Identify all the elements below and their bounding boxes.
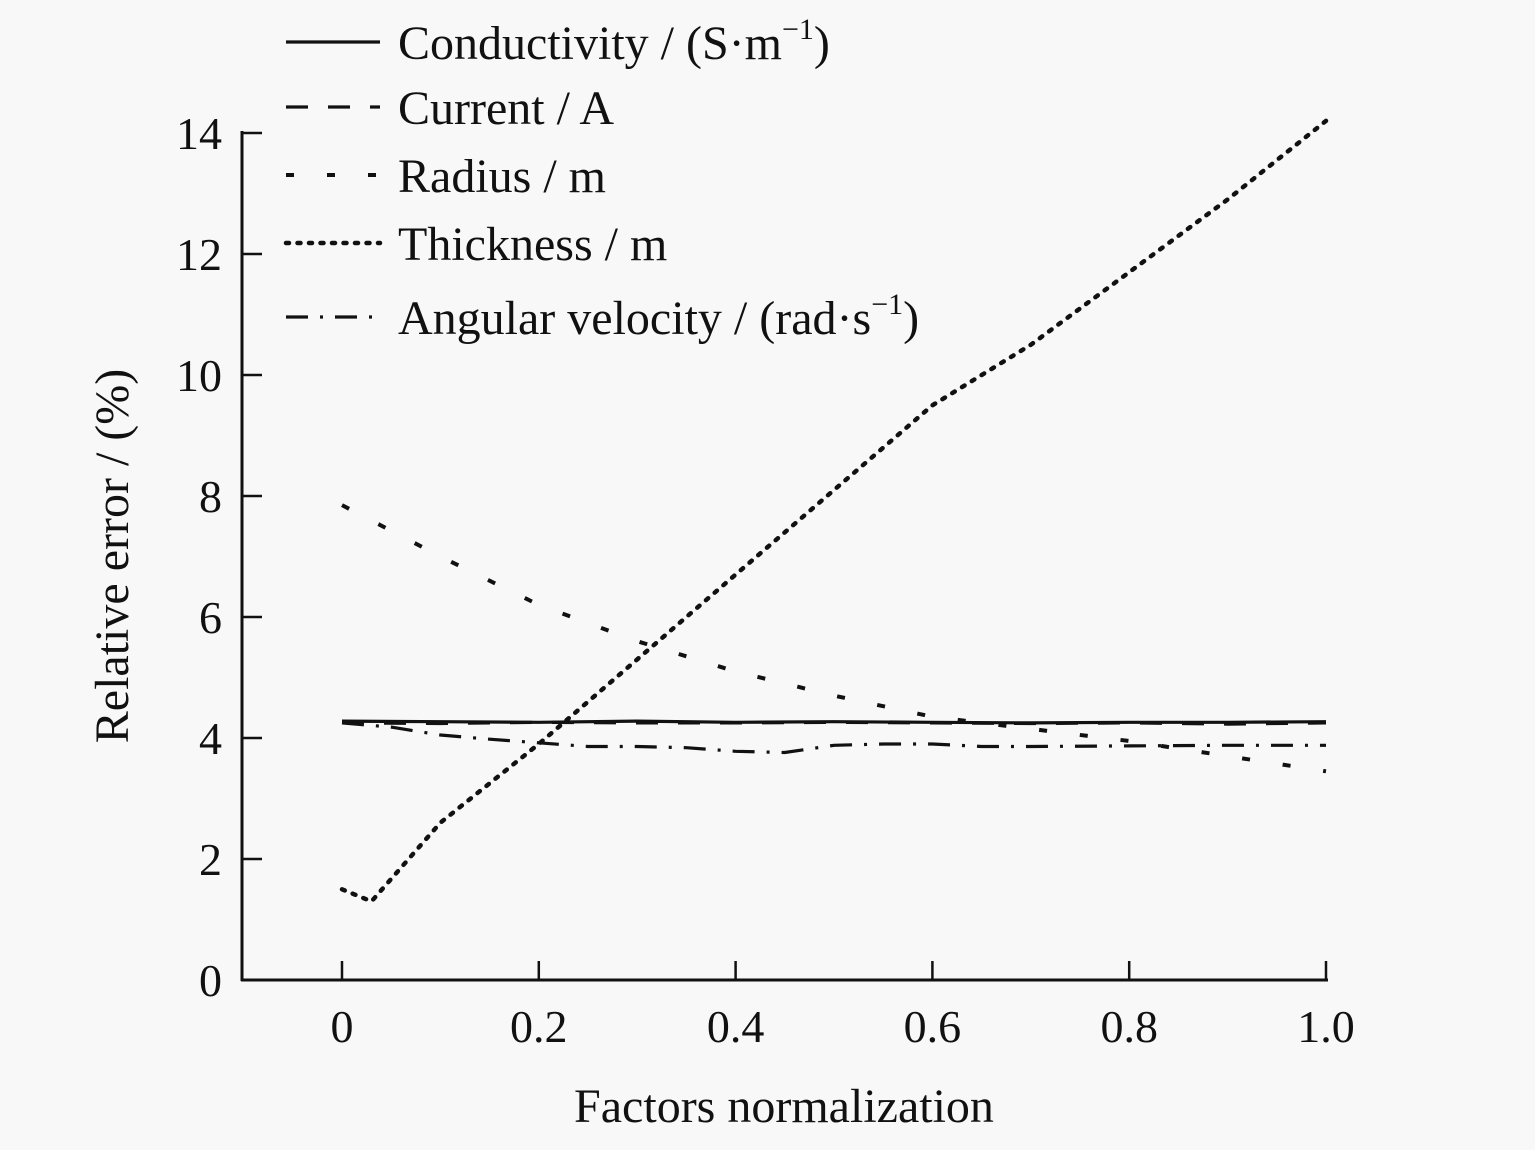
series-solid [341, 719, 1327, 725]
x-tick-label: 0 [331, 1001, 354, 1052]
legend-item: Current / A [286, 82, 614, 135]
legend-label: Radius / m [398, 150, 606, 203]
legend-item: Thickness / m [283, 218, 667, 271]
legend-label-text: Thickness / m [398, 218, 667, 271]
x-axis-title: Factors normalization [574, 1080, 994, 1133]
legend-label: Thickness / m [398, 218, 667, 271]
legend-label-text: Current / A [398, 82, 614, 135]
y-tick-label: 14 [176, 108, 222, 159]
x-tick-label: 0.4 [707, 1001, 765, 1052]
y-tick-label: 6 [199, 592, 222, 643]
y-tick-label: 8 [199, 471, 222, 522]
x-tick-label: 1.0 [1297, 1001, 1355, 1052]
y-tick-label: 12 [176, 229, 222, 280]
x-tick-label: 0.8 [1100, 1001, 1158, 1052]
x-ticks: 0 0.2 0.4 0.6 0.8 1.0 [331, 961, 1355, 1052]
legend-label: Current / A [398, 82, 614, 135]
legend-label-superscript: −1 [871, 288, 903, 321]
legend-label-superscript: −1 [782, 13, 814, 46]
series-dash-dot [341, 721, 1326, 755]
y-tick-label: 4 [199, 713, 222, 764]
legend-item: Radius / m [286, 150, 606, 203]
series-layer [339, 118, 1329, 905]
legend-item: Angular velocity / (rad·s−1) [286, 288, 919, 345]
legend-label-suffix: ) [814, 17, 830, 70]
legend-label: Conductivity / (S·m−1) [398, 13, 830, 70]
legend-label-text: Radius / m [398, 150, 606, 203]
y-tick-label: 2 [199, 834, 222, 885]
x-tick-label: 0.2 [510, 1001, 568, 1052]
y-tick-label: 0 [199, 955, 222, 1006]
series-line [341, 721, 1326, 755]
legend-label-text: Conductivity / (S·m [398, 17, 782, 70]
y-axis-title: Relative error / (%) [86, 369, 139, 743]
series-line [339, 118, 1329, 905]
series-line [341, 719, 1327, 725]
series-line [341, 503, 1327, 774]
y-tick-label: 10 [176, 350, 222, 401]
series-sparse-dash [341, 503, 1327, 774]
axes [240, 131, 1328, 982]
x-tick-label: 0.6 [904, 1001, 962, 1052]
legend-label: Angular velocity / (rad·s−1) [398, 288, 919, 345]
y-ticks: 0 2 4 6 8 10 12 14 [176, 108, 262, 1006]
series-dotted [339, 118, 1329, 905]
legend: Conductivity / (S·m−1)Current / ARadius … [283, 13, 919, 345]
legend-item: Conductivity / (S·m−1) [286, 13, 830, 70]
legend-label-suffix: ) [903, 292, 919, 345]
legend-label-text: Angular velocity / (rad·s [398, 292, 871, 345]
